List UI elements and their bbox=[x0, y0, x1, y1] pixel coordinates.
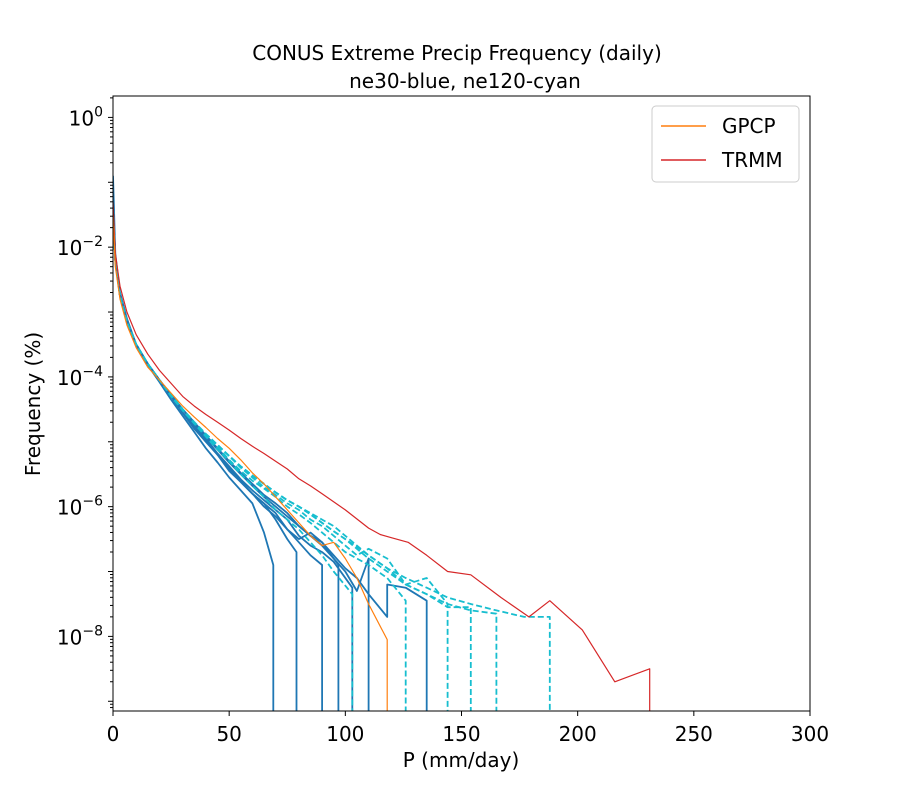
y-tick-label: 10−4 bbox=[57, 364, 103, 390]
series-layer bbox=[113, 175, 651, 711]
series-line-trmm bbox=[113, 201, 651, 711]
y-tick-label: 10−2 bbox=[57, 234, 103, 260]
x-tick-label: 300 bbox=[791, 722, 829, 746]
x-tick-label: 200 bbox=[559, 722, 597, 746]
x-tick-label: 250 bbox=[675, 722, 713, 746]
legend-frame bbox=[651, 105, 800, 183]
x-axis: 0 50 100 150 200 250 300 bbox=[107, 711, 829, 746]
legend-label-trmm: TRMM bbox=[721, 148, 783, 172]
legend-label-gpcp: GPCP bbox=[722, 114, 776, 138]
series-line-gpcp bbox=[113, 214, 388, 711]
y-tick-label: 10−6 bbox=[57, 494, 103, 520]
x-tick-label: 50 bbox=[216, 722, 241, 746]
y-tick-label: 10−8 bbox=[57, 623, 103, 649]
y-tick-label: 100 bbox=[69, 104, 103, 130]
series-line-ne120-run-2 bbox=[113, 208, 407, 711]
y-axis-label: Frequency (%) bbox=[21, 332, 45, 476]
chart-subtitle: ne30-blue, ne120-cyan bbox=[349, 69, 581, 93]
x-tick-label: 150 bbox=[442, 722, 480, 746]
y-axis: 100 10−2 10−4 10−6 10−8 bbox=[57, 97, 113, 709]
chart-title: CONUS Extreme Precip Frequency (daily) bbox=[252, 41, 662, 65]
series-line-ne120-run-6 bbox=[113, 208, 551, 711]
legend: GPCP TRMM bbox=[651, 105, 800, 183]
x-tick-label: 0 bbox=[107, 722, 120, 746]
x-axis-label: P (mm/day) bbox=[403, 748, 520, 772]
x-tick-label: 100 bbox=[326, 722, 364, 746]
